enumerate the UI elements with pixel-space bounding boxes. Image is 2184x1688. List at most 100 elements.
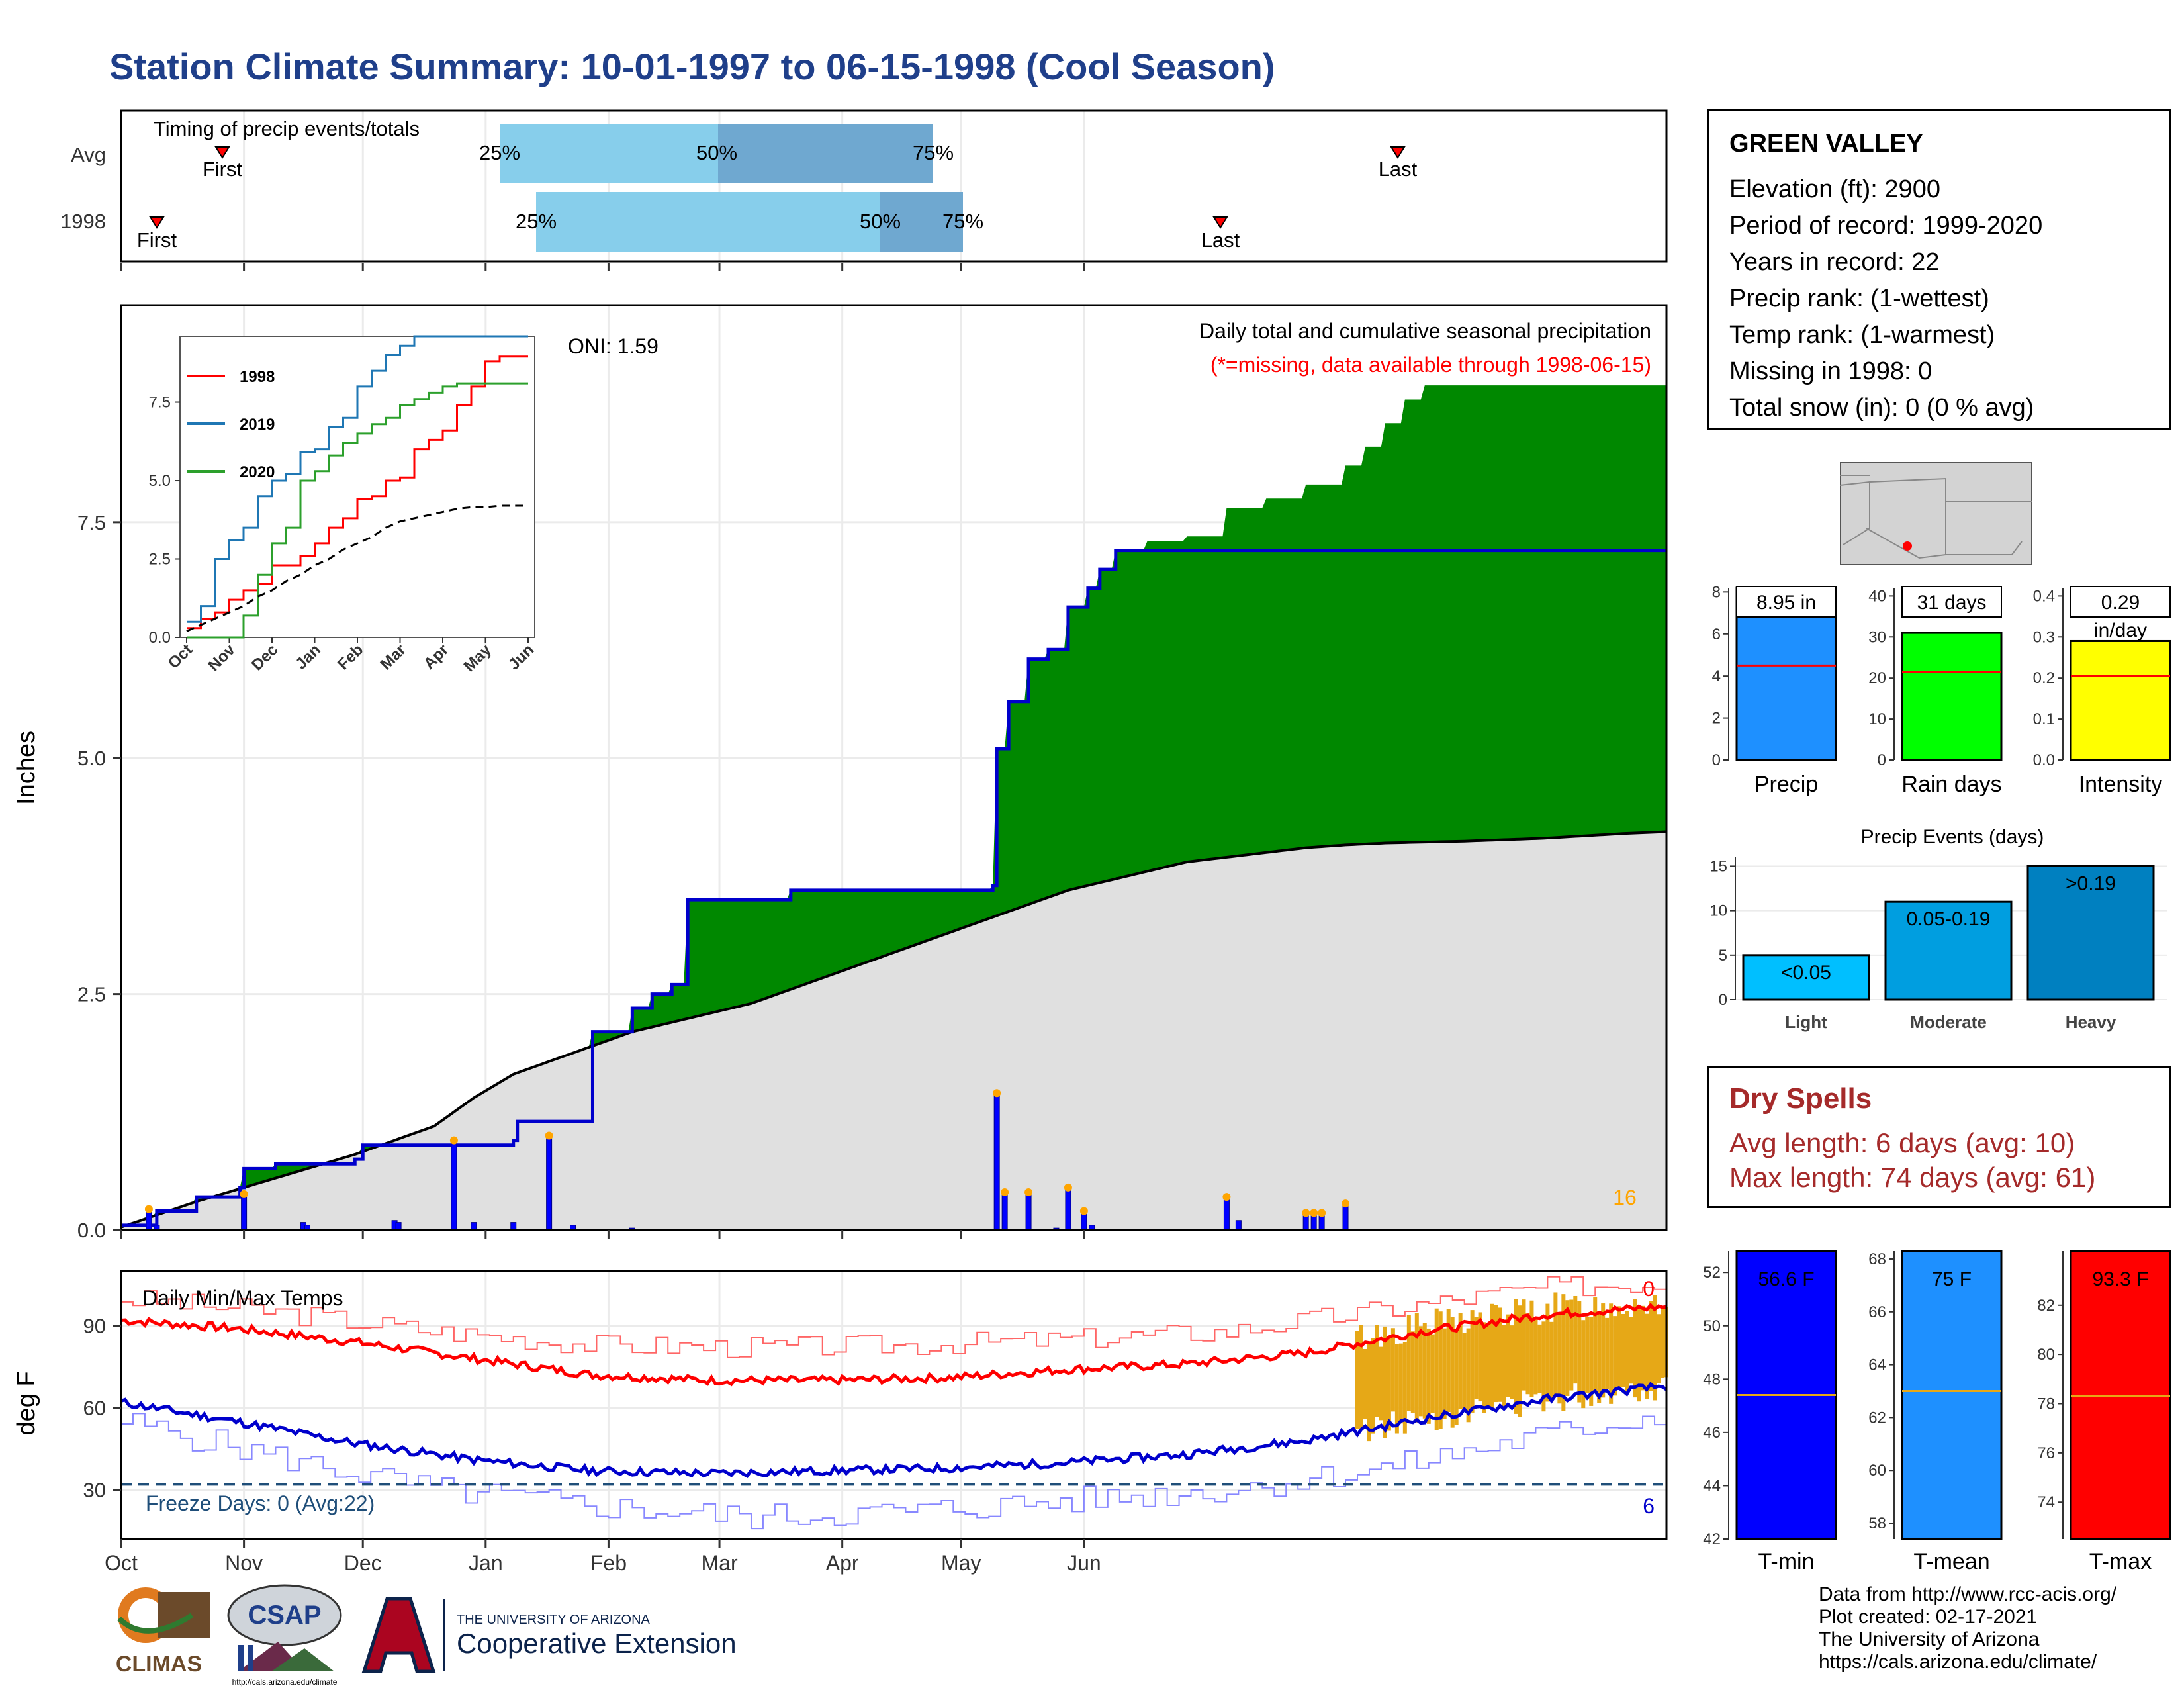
summary-category-label: Intensity <box>2079 772 2163 797</box>
events-title: Precip Events (days) <box>1861 826 2044 848</box>
daily-precip-bars <box>144 1089 1350 1231</box>
month-label: Feb <box>590 1551 627 1575</box>
daily-precip-bar <box>1065 1187 1071 1231</box>
temp-frame <box>120 1270 1668 1540</box>
inset-legend-label: 2019 <box>240 416 275 434</box>
source-url: https://cals.arizona.edu/climate/ <box>1819 1651 2097 1673</box>
precip-corner-count: 16 <box>1613 1186 1637 1209</box>
inset-series-line <box>186 504 528 632</box>
observed-temp-bar <box>1518 1305 1522 1417</box>
inset-series-line <box>187 355 528 630</box>
observed-temp-bar <box>1506 1314 1510 1397</box>
source-created: Plot created: 02-17-2021 <box>1819 1606 2038 1628</box>
observed-temp-bar <box>1383 1326 1387 1438</box>
csap-url: http://cals.arizona.edu/climate <box>232 1677 338 1687</box>
daily-precip-bar <box>1223 1196 1230 1231</box>
summary-ytick-label: 48 <box>1703 1370 1721 1388</box>
summary-ytick-label: 0 <box>1712 751 1721 769</box>
observed-temp-bar <box>1605 1317 1610 1389</box>
summary-ytick-label: 68 <box>1868 1250 1886 1268</box>
map-state-border <box>1869 477 1946 555</box>
events-bar <box>2026 865 2155 1001</box>
observed-temp-bar <box>1553 1292 1558 1396</box>
precip-chart: 0.0 2.5 5.0 7.5 Daily total and cumulative … <box>13 304 1668 1242</box>
observed-temp-bar <box>1466 1328 1471 1423</box>
precip-ytick-label: 5.0 <box>77 747 106 770</box>
observed-temp-bar <box>1569 1299 1574 1391</box>
observed-temp-bar <box>1438 1311 1443 1429</box>
observed-temp-bar <box>1629 1317 1633 1384</box>
summary-bar <box>2070 639 2171 761</box>
observed-temp-bar <box>1545 1303 1550 1402</box>
temp-ylabel: deg F <box>13 1371 40 1435</box>
summary-unit-label: in/day <box>2094 620 2147 641</box>
summary-ytick-label: 10 <box>1868 710 1886 728</box>
info-missing: Missing in 1998: 0 <box>1729 357 1933 385</box>
summary-ytick-label: 80 <box>2037 1346 2055 1364</box>
precip-axes: 0.0 2.5 5.0 7.5 <box>77 511 1085 1242</box>
daily-precip-bar <box>510 1222 517 1231</box>
daily-precip-marker <box>144 1205 153 1213</box>
observed-temp-bar <box>1573 1295 1578 1384</box>
summary-label-box <box>2070 586 2171 618</box>
inset-xtick-label: May <box>461 641 496 676</box>
timing-frame <box>120 109 1668 263</box>
summary-bar <box>1901 1250 2003 1540</box>
summary-ytick-label: 60 <box>1868 1462 1886 1479</box>
observed-temp-bar <box>1577 1301 1582 1403</box>
events-category-label: Heavy <box>2066 1012 2116 1032</box>
month-label: Jun <box>1067 1551 1101 1575</box>
summary-ytick-label: 62 <box>1868 1409 1886 1427</box>
precip-chart-subtitle: (*=missing, data available through 1998-… <box>1210 353 1651 377</box>
summary-value-label: 8.95 in <box>1756 592 1816 614</box>
summary-bar <box>2070 1250 2171 1540</box>
observed-temp-bar <box>1426 1328 1431 1424</box>
summary-ytick-label: 0.2 <box>2033 669 2055 687</box>
summary-ytick-label: 0.4 <box>2033 587 2055 605</box>
info-period: Period of record: 1999-2020 <box>1729 212 2043 240</box>
daily-precip-marker <box>1079 1207 1088 1215</box>
summary-ytick-label: 66 <box>1868 1303 1886 1321</box>
month-label: Jan <box>469 1551 503 1575</box>
events-bar-label: 0.05-0.19 <box>1907 908 1991 930</box>
year-25-50-bar <box>536 192 880 252</box>
climas-logo-text: CLIMAS <box>116 1652 202 1677</box>
daily-precip-marker <box>1318 1209 1326 1217</box>
station-location-marker <box>1903 541 1912 551</box>
observed-temp-bar <box>1617 1306 1621 1389</box>
observed-temp-bar <box>1633 1299 1637 1398</box>
year-first-label: First <box>137 228 177 252</box>
observed-temp-bar <box>1609 1303 1614 1404</box>
summary-ytick-label: 0 <box>1878 751 1886 769</box>
events-bar <box>1742 954 1870 1001</box>
info-snow: Total snow (in): 0 (0 % avg) <box>1729 394 2034 422</box>
daily-precip-marker <box>1064 1183 1072 1192</box>
observed-temp-bar <box>1379 1346 1383 1421</box>
avg-50-75-bar <box>718 124 933 183</box>
events-ytick-label: 5 <box>1719 947 1727 964</box>
observed-temp-bar <box>1474 1317 1479 1399</box>
map-state-border <box>1840 481 1870 545</box>
station-info-box: GREEN VALLEY Elevation (ft): 2900 Period… <box>1707 109 2171 430</box>
daily-precip-bar <box>471 1222 477 1231</box>
observed-temp-bar <box>1390 1328 1395 1412</box>
observed-temp-bar <box>1367 1344 1371 1442</box>
precip-chart-title: Daily total and cumulative seasonal prec… <box>1199 319 1651 343</box>
precip-ylabel: Inches <box>13 731 40 805</box>
source-university: The University of Arizona <box>1819 1628 2040 1650</box>
station-name: GREEN VALLEY <box>1729 130 1923 158</box>
daily-precip-bar <box>993 1092 1000 1231</box>
precip-summary-bars: 0 2 4 6 8 8.95 in Precip 0 10 20 30 40 31 days Rain d… <box>1712 583 2171 797</box>
events-category-label: Moderate <box>1910 1012 1987 1032</box>
observed-temp-bar <box>1533 1317 1538 1395</box>
ua-bottom-text: Cooperative Extension <box>457 1628 737 1659</box>
observed-temp-bar <box>1490 1303 1494 1409</box>
year-p75-label: 75% <box>942 210 983 233</box>
avg-first-marker <box>214 146 230 159</box>
avg-first-label: First <box>203 158 243 181</box>
info-precip-rank: Precip rank: (1-wettest) <box>1729 285 1989 312</box>
avg-p50-label: 50% <box>696 141 737 164</box>
observed-temp-bar <box>1478 1312 1482 1402</box>
observed-temp-bar <box>1422 1323 1427 1419</box>
